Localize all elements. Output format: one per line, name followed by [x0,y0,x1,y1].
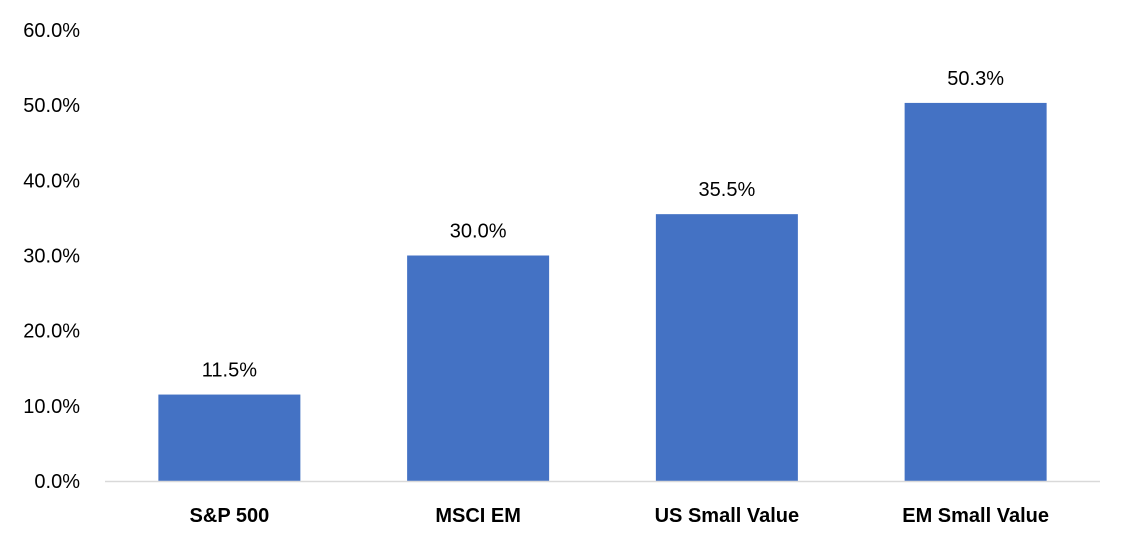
x-category-label: US Small Value [655,505,800,527]
y-axis: 0.0% 10.0% 20.0% 30.0% 40.0% 50.0% 60.0% [23,20,80,493]
x-category-label: MSCI EM [435,505,521,527]
y-tick-label: 20.0% [23,321,80,343]
bars [158,102,1047,482]
y-tick-label: 50.0% [23,95,80,117]
bar-value-label: 30.0% [450,221,507,243]
bar-value-label: 35.5% [699,179,756,201]
x-axis: S&P 500 MSCI EM US Small Value EM Small Val… [105,480,1100,527]
y-tick-label: 40.0% [23,170,80,192]
bar [655,214,798,482]
y-tick-label: 0.0% [34,471,80,493]
x-category-label: S&P 500 [190,505,270,527]
bar-value-label: 11.5% [202,360,257,382]
bar-value-label: 50.3% [947,68,1004,90]
y-tick-label: 10.0% [23,396,80,418]
bar [407,255,550,481]
bar [904,102,1047,481]
x-category-label: EM Small Value [902,505,1049,527]
data-labels: 11.5% 30.0% 35.5% 50.3% [202,68,1004,382]
y-tick-label: 60.0% [23,20,80,42]
y-tick-label: 30.0% [23,246,80,268]
bar [158,394,301,481]
